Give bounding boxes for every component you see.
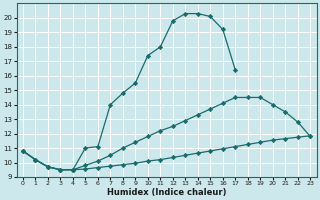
X-axis label: Humidex (Indice chaleur): Humidex (Indice chaleur) xyxy=(107,188,226,197)
